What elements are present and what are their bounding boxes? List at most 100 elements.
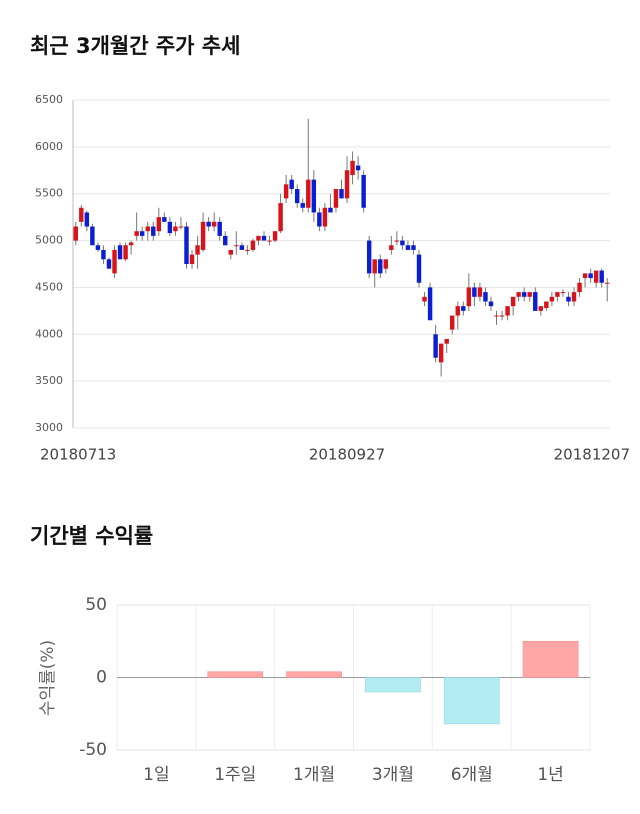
y-axis-label: 수익률(%) (38, 640, 58, 716)
candle-body (505, 306, 510, 316)
candle-body (250, 240, 256, 250)
candle-body (167, 221, 173, 234)
candle-body (228, 249, 233, 255)
candle-body (483, 292, 488, 302)
candle-body (488, 301, 494, 307)
chart-title: 최근 3개월간 주가 추세 (30, 34, 240, 58)
candle-body (90, 226, 95, 246)
candle-body (211, 221, 217, 227)
candle-body (472, 287, 477, 297)
candle-body (582, 273, 588, 279)
candle-body (162, 217, 167, 222)
y-tick-label: 5000 (35, 234, 63, 247)
candle-body (217, 221, 222, 236)
candle-body (223, 235, 228, 246)
y-tick-label: 4500 (35, 280, 63, 293)
candle-body (306, 179, 311, 208)
candle-body (245, 249, 250, 251)
candle-body (566, 296, 571, 302)
candle-body (178, 226, 184, 228)
candle-body (95, 245, 101, 250)
y-tick-label: 4000 (35, 327, 63, 340)
candle-body (571, 292, 577, 302)
candle-body (256, 235, 261, 241)
candle-body (383, 259, 389, 269)
candle-body (317, 212, 322, 227)
candle-body (372, 259, 377, 274)
candle-body (605, 282, 610, 284)
candle-body (516, 292, 521, 297)
candle-body (294, 189, 300, 204)
candle-body (84, 212, 90, 227)
y-tick-label: 6500 (35, 93, 63, 106)
candle-body (311, 179, 317, 213)
candle-body (145, 226, 150, 232)
candle-body (438, 343, 444, 363)
candle-body (378, 259, 383, 274)
candle-body (339, 189, 344, 199)
candle-body (106, 259, 112, 269)
candle-body (272, 231, 278, 241)
candle-body (267, 240, 272, 242)
candle-body (555, 292, 560, 297)
candle-body (184, 226, 189, 264)
candle-body (521, 292, 527, 297)
candle-body (427, 287, 433, 321)
candle-body (455, 306, 460, 316)
candle-body (588, 273, 593, 279)
x-tick-label: 20181207 (554, 446, 630, 464)
candle-body (139, 231, 145, 236)
bar (286, 671, 342, 678)
candle-body (477, 287, 483, 297)
candle-body (444, 338, 449, 344)
candle-body (593, 270, 599, 283)
candle-body (189, 254, 195, 264)
x-tick-label: 1개월 (293, 765, 335, 785)
candle-body (355, 165, 361, 171)
candle-body (173, 226, 178, 232)
candle-body (389, 245, 394, 250)
candle-body (366, 240, 372, 274)
candle-body (361, 174, 366, 208)
y-tick-label: 5500 (35, 187, 63, 200)
candle-body (450, 315, 455, 330)
x-tick-label: 3개월 (372, 765, 414, 785)
candle-body (128, 242, 134, 246)
candle-body (577, 282, 582, 293)
candle-body (322, 207, 328, 227)
candle-body (300, 203, 305, 208)
candle-body (344, 170, 350, 199)
y-tick-label: -50 (79, 740, 107, 760)
candle-body (289, 179, 294, 190)
candle-body (405, 245, 411, 250)
candle-body (333, 189, 339, 208)
candle-body (394, 240, 400, 242)
bar (207, 671, 264, 678)
candle-body (123, 245, 128, 260)
candle-body (206, 221, 211, 227)
y-tick-label: 0 (96, 668, 107, 688)
candle-body (101, 249, 106, 260)
candle-body (200, 221, 206, 250)
candle-body (527, 292, 532, 297)
candle-body (278, 203, 283, 232)
candle-body (461, 306, 466, 311)
candle-body (599, 270, 604, 283)
x-tick-label: 1일 (143, 765, 169, 785)
candle-body (499, 315, 505, 317)
candle-body (416, 254, 422, 283)
candle-body (73, 226, 78, 241)
candle-body (549, 296, 555, 302)
x-tick-label: 20180713 (40, 446, 116, 464)
candle-body (134, 231, 139, 236)
y-tick-label: 6000 (35, 140, 63, 153)
candle-body (350, 160, 355, 175)
candle-body (117, 245, 123, 260)
candle-body (156, 217, 162, 232)
x-tick-label: 6개월 (451, 765, 493, 785)
candle-body (283, 184, 289, 199)
x-tick-label: 1년 (537, 765, 563, 785)
candle-body (195, 245, 200, 255)
candle-body (411, 245, 416, 250)
